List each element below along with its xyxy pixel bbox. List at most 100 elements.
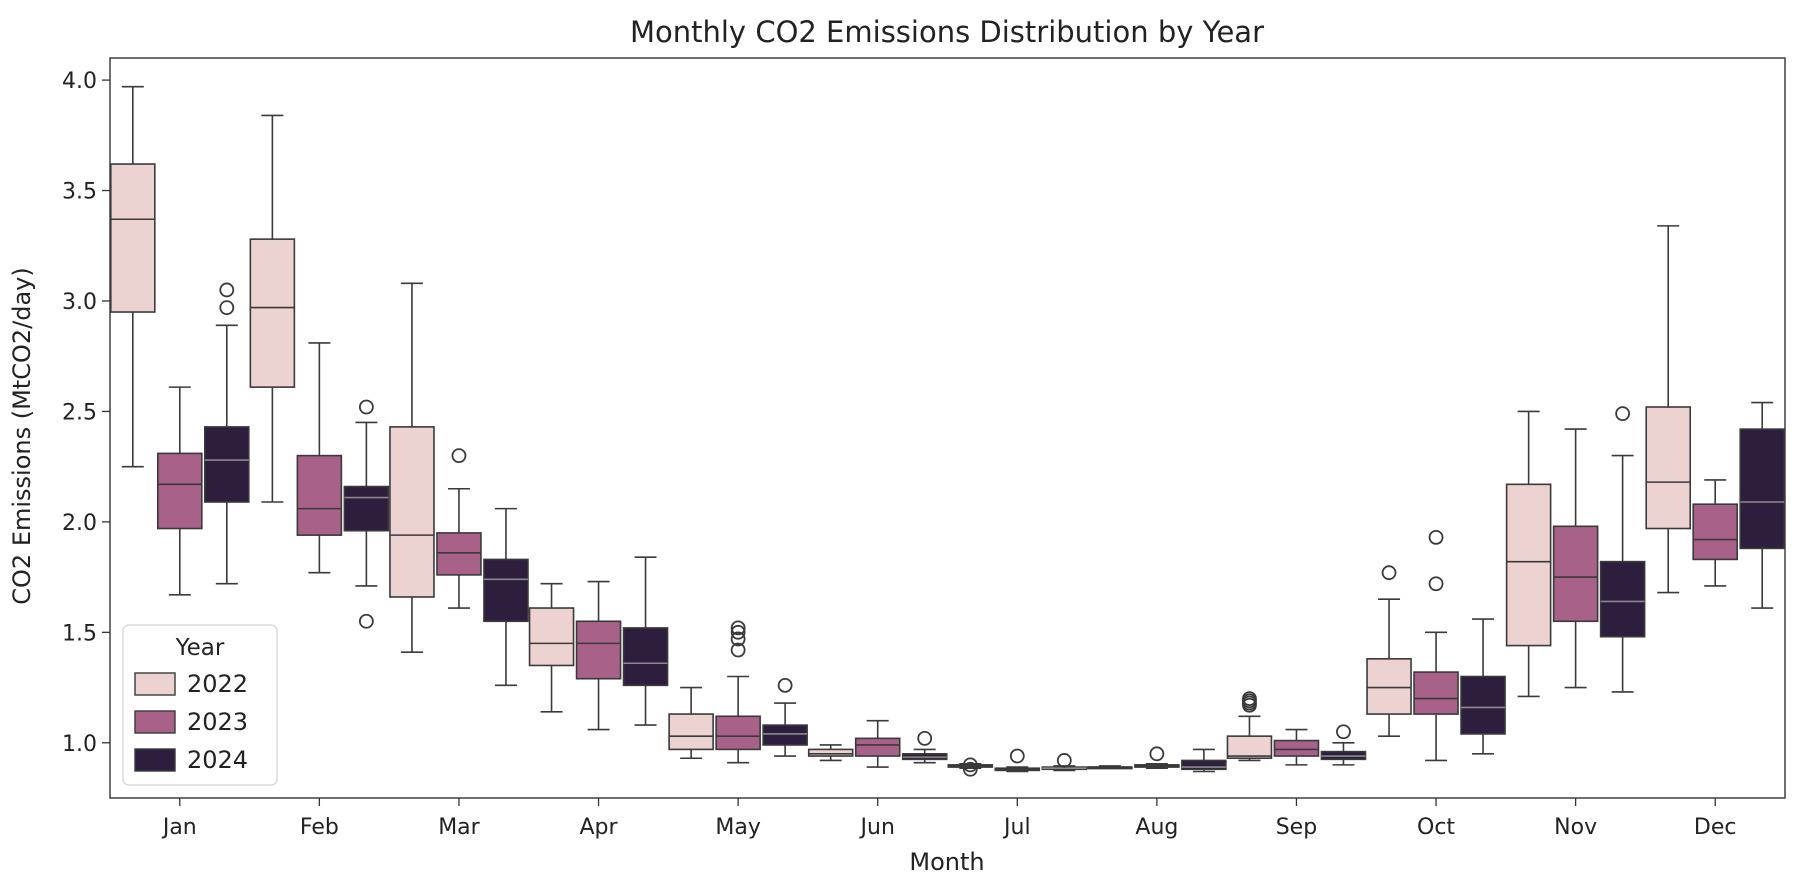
legend-swatch-2023 (134, 710, 176, 734)
box-2024-Dec (1739, 401, 1786, 609)
outlier-point (1056, 753, 1072, 768)
x-tick-label: Feb (300, 815, 339, 840)
legend-label-2022: 2022 (187, 670, 248, 698)
box-body (483, 558, 529, 623)
legend-swatch-2022 (134, 672, 176, 696)
legend-swatch-2024 (134, 748, 176, 772)
x-tick-label: Oct (1417, 815, 1455, 840)
box-2023-Sep (1273, 728, 1320, 766)
box-body (1181, 759, 1227, 771)
x-tick-label: Jun (859, 815, 895, 840)
plot-area: 1.0 1.5 2.0 2.5 3.0 3.5 4.0 Jan Feb Mar Apr May Jun J… (62, 57, 1786, 840)
outlier-point (730, 620, 746, 636)
outlier-point (730, 631, 746, 647)
box-2022-Nov (1505, 410, 1552, 698)
x-tick-label: Aug (1135, 815, 1178, 840)
box-body (1460, 675, 1506, 735)
box-body (1692, 503, 1739, 561)
outlier-point (962, 757, 978, 773)
box-2024-Mar (483, 507, 529, 687)
outlier-point (730, 624, 746, 640)
box-2023-Nov (1552, 428, 1599, 689)
box-body (249, 238, 296, 388)
y-tick-label: 4.0 (62, 69, 97, 94)
y-tick-label: 1.0 (62, 732, 97, 757)
x-tick-label: Jul (1002, 815, 1031, 840)
x-tick-label: Jan (161, 815, 197, 840)
box-2022-Sep (1226, 691, 1273, 762)
box-body (1739, 428, 1786, 550)
chart-title: Monthly CO2 Emissions Distribution by Ye… (630, 15, 1264, 49)
y-tick-label: 2.5 (62, 400, 97, 425)
box-body (343, 485, 390, 532)
box-body (1645, 406, 1692, 530)
x-tick-label: Nov (1554, 815, 1597, 840)
outlier-point (1149, 746, 1165, 762)
legend-label-2024: 2024 (187, 746, 248, 774)
box-body (296, 454, 343, 536)
box-2022-Jun (807, 744, 854, 762)
outlier-point (1428, 576, 1444, 592)
box-2023-May (715, 620, 761, 764)
box-body (109, 163, 156, 313)
box-body (156, 452, 203, 530)
box-body (528, 607, 575, 667)
box-2024-Oct (1460, 618, 1506, 755)
box-body (854, 737, 901, 757)
box-2023-Jan (156, 386, 203, 596)
outlier-point (1336, 724, 1351, 740)
box-body (715, 715, 761, 751)
box-2023-Mar (436, 448, 482, 609)
box-2024-Feb (343, 399, 390, 629)
box-2024-Jan (203, 282, 250, 585)
x-tick-label: May (715, 815, 760, 840)
y-tick-label: 3.0 (62, 290, 97, 315)
x-tick-label: Sep (1276, 815, 1317, 840)
box-body (622, 627, 669, 687)
box-body (1599, 560, 1646, 638)
legend-title: Year (175, 635, 225, 661)
outlier-point (962, 761, 978, 777)
outlier-point (917, 730, 933, 746)
box-2024-Jun (901, 730, 948, 764)
box-body (1552, 525, 1599, 623)
x-axis-label: Month (909, 848, 984, 876)
outlier-point (1381, 565, 1397, 581)
box-2022-Aug (1087, 765, 1133, 770)
box-body (762, 724, 808, 746)
box-body (203, 426, 250, 503)
outlier-point (219, 282, 235, 298)
box-body (1366, 658, 1412, 715)
box-2024-Nov (1599, 406, 1646, 693)
outlier-point (358, 613, 374, 629)
box-2024-Aug (1181, 748, 1227, 773)
box-2022-Jan (109, 85, 156, 468)
y-axis-label: CO2 Emissions (MtCO2/day) (8, 267, 36, 604)
box-2022-Oct (1366, 565, 1412, 737)
outlier-point (730, 642, 746, 658)
box-2023-Aug (1134, 746, 1180, 769)
box-2022-Mar (389, 282, 435, 654)
box-2023-Oct (1413, 529, 1459, 762)
box-body (436, 532, 482, 576)
box-body (575, 620, 622, 680)
outlier-point (1009, 748, 1025, 764)
box-2024-Sep (1320, 724, 1367, 766)
outlier-point (1428, 529, 1444, 545)
box-2022-Feb (249, 114, 296, 503)
outlier-point (1242, 691, 1257, 706)
plot-frame (109, 57, 1786, 799)
legend: Year 2022 2023 2024 (122, 624, 278, 786)
legend-frame (122, 624, 278, 786)
outlier-point (1615, 406, 1631, 422)
box-2022-May (668, 686, 714, 760)
y-tick-label: 2.0 (62, 511, 97, 536)
box-2024-Jul (1041, 753, 1088, 772)
box-2024-May (762, 677, 808, 757)
box-body (389, 426, 435, 598)
box-2022-Apr (528, 582, 575, 713)
box-2024-Apr (622, 556, 669, 726)
box-2022-Dec (1645, 225, 1692, 594)
